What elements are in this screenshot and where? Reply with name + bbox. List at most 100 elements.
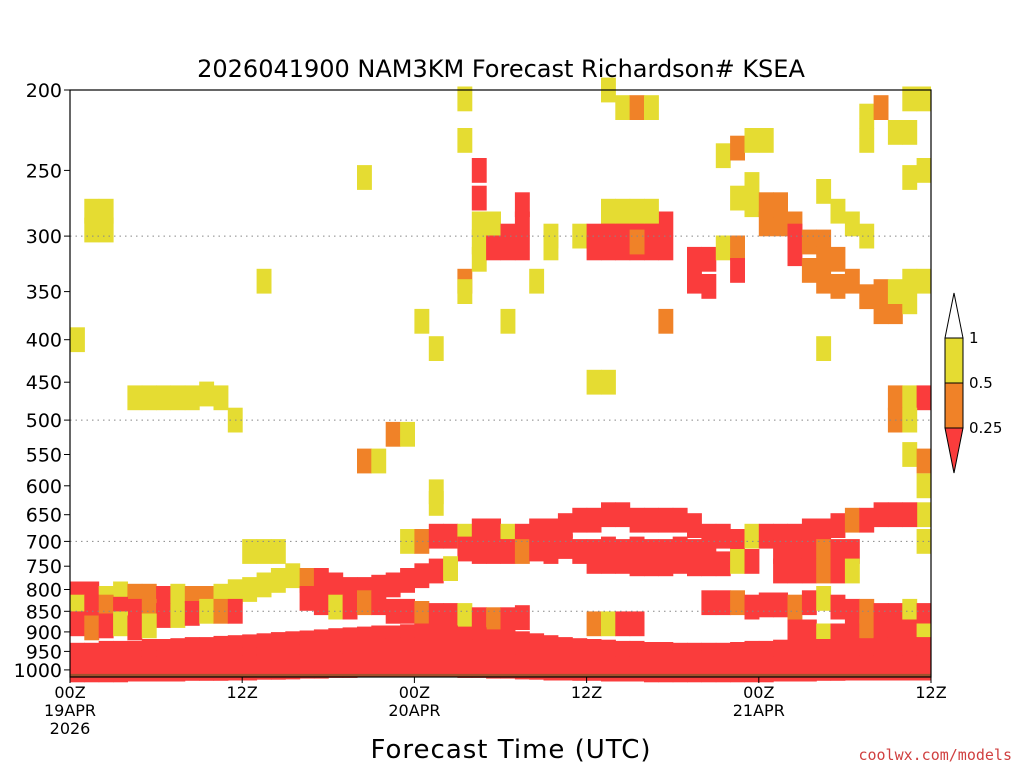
data-cell: [644, 198, 659, 224]
y-tick-label: 200: [26, 80, 62, 102]
data-cell: [414, 563, 430, 589]
data-cell: [500, 223, 516, 249]
data-cell: [887, 502, 903, 528]
y-tick-label: 400: [26, 330, 62, 352]
data-cell: [601, 198, 616, 224]
data-cell: [830, 246, 846, 272]
data-cell: [156, 385, 171, 411]
data-cell: [486, 211, 501, 237]
chart-title: 2026041900 NAM3KM Forecast Richardson# K…: [197, 55, 805, 83]
data-cell: [615, 502, 631, 528]
y-tick-label: 800: [26, 580, 62, 602]
data-cell: [701, 274, 717, 299]
data-cell: [629, 656, 645, 682]
data-cell: [213, 385, 229, 411]
data-cell: [801, 590, 817, 616]
data-cell: [859, 507, 875, 533]
site-credit: coolwx.com/models: [858, 746, 1012, 764]
data-cell: [801, 258, 817, 283]
data-cell: [385, 421, 401, 447]
colorbar-segment: [944, 382, 964, 429]
data-cell: [184, 601, 200, 626]
data-cell: [313, 568, 329, 593]
data-cell: [457, 603, 473, 628]
data-cell: [471, 607, 487, 633]
data-cell: [744, 657, 760, 683]
data-cell: [457, 279, 473, 304]
x-axis-title: Forecast Time (UTC): [370, 735, 651, 765]
data-cell: [916, 448, 931, 474]
data-cell: [902, 165, 918, 190]
data-cell: [428, 652, 444, 677]
data-cell: [156, 656, 171, 682]
data-cell: [514, 235, 530, 261]
data-cell: [730, 258, 745, 283]
data-cell: [672, 549, 688, 574]
data-cell: [385, 572, 401, 598]
data-cell: [629, 507, 645, 533]
data-cell: [586, 235, 602, 261]
data-cell: [687, 268, 702, 294]
data-cell: [270, 568, 286, 593]
data-cell: [744, 128, 760, 153]
data-cell: [98, 217, 114, 243]
x-tick-label: 19APR: [44, 701, 96, 720]
data-cell: [414, 529, 430, 554]
x-tick-label: 00Z: [743, 683, 774, 702]
data-cell: [902, 502, 918, 528]
data-cell: [916, 268, 931, 294]
data-cell: [256, 654, 272, 680]
data-cell: [859, 619, 875, 645]
y-tick-label: 550: [26, 445, 62, 467]
data-cell: [400, 568, 415, 593]
data-cell: [715, 523, 731, 549]
data-cell: [658, 211, 674, 237]
data-cell: [113, 657, 128, 683]
data-cell: [830, 558, 846, 584]
data-cell: [787, 594, 803, 620]
data-cell: [471, 158, 487, 183]
x-tick-label: 12Z: [571, 683, 602, 702]
data-cell: [357, 590, 372, 616]
data-cell: [486, 539, 501, 564]
colorbar-segment: [944, 337, 964, 384]
data-cell: [428, 336, 444, 361]
data-cell: [730, 185, 745, 211]
data-cell: [313, 653, 329, 679]
data-cell: [787, 241, 803, 267]
y-tick-label: 600: [26, 476, 62, 498]
colorbar-label: 0.5: [969, 374, 993, 392]
data-cell: [98, 657, 114, 683]
data-cell: [744, 549, 760, 574]
data-cell: [529, 536, 545, 562]
data-cell: [887, 279, 903, 304]
data-cell: [199, 381, 215, 407]
data-cell: [572, 539, 588, 564]
data-cell: [601, 656, 616, 682]
data-cell: [672, 507, 688, 533]
data-cell: [916, 502, 931, 528]
data-cell: [199, 598, 215, 624]
data-cell: [385, 598, 401, 624]
data-cell: [84, 594, 100, 620]
data-cell: [572, 223, 588, 249]
data-cell: [744, 594, 760, 620]
data-cells: [70, 77, 931, 683]
data-cell: [170, 583, 186, 609]
data-cell: [816, 336, 832, 361]
y-tick-label: 700: [26, 531, 62, 553]
data-cell: [715, 143, 731, 169]
data-cell: [902, 86, 918, 112]
data-cell: [859, 284, 875, 310]
data-cell: [787, 558, 803, 584]
data-cell: [514, 605, 530, 630]
y-tick-label: 950: [26, 641, 62, 663]
data-cell: [400, 598, 415, 624]
data-cell: [844, 558, 860, 584]
data-cell: [801, 539, 817, 564]
data-cell: [127, 656, 143, 682]
x-tick-label: 00Z: [54, 683, 85, 702]
x-tick-label: 12Z: [915, 683, 946, 702]
data-cell: [285, 563, 301, 589]
